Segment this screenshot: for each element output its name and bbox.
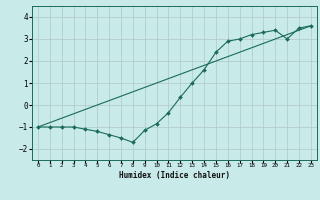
X-axis label: Humidex (Indice chaleur): Humidex (Indice chaleur) [119,171,230,180]
